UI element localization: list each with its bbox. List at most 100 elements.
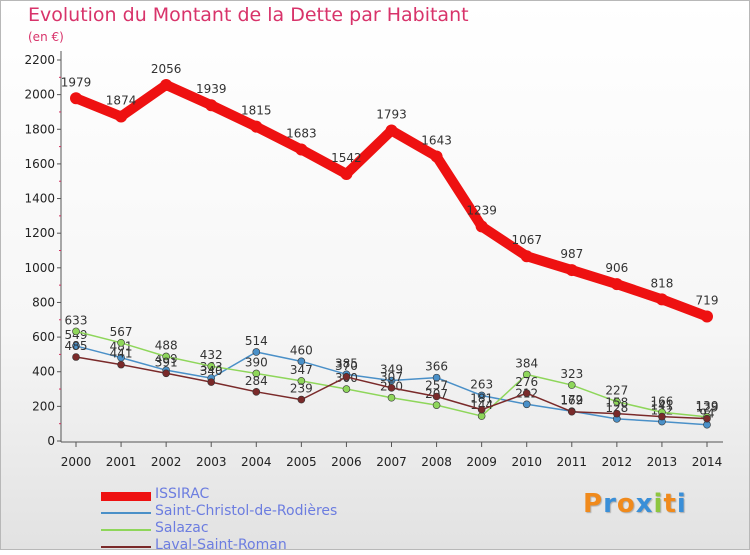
data-point [115, 110, 128, 123]
data-point [250, 120, 263, 133]
data-label: 1979 [61, 75, 92, 89]
legend-label: ISSIRAC [155, 486, 210, 502]
data-point [610, 278, 623, 291]
data-label: 567 [110, 325, 133, 339]
series-0: 1979 1874 2056 1939 1815 1683 1542 1793 1643 1239… [61, 62, 718, 323]
data-point [567, 407, 576, 416]
data-point [207, 378, 216, 386]
legend-swatch [101, 492, 151, 501]
data-label: 391 [155, 355, 178, 369]
y-tick-label: 400 [32, 365, 55, 379]
data-point [520, 250, 533, 263]
data-point [72, 327, 80, 336]
data-point [340, 167, 353, 180]
x-tick-label: 2003 [196, 455, 227, 469]
logo-letter: o [616, 489, 636, 519]
data-point [162, 352, 170, 361]
y-tick-label: 1200 [24, 226, 55, 240]
data-label: 227 [605, 384, 628, 398]
y-tick-label: 2200 [24, 53, 55, 67]
data-label: 2056 [151, 62, 182, 76]
data-label: 1643 [421, 133, 452, 147]
x-tick-label: 2001 [106, 455, 137, 469]
data-point [160, 78, 173, 91]
data-label: 166 [650, 394, 673, 408]
data-label: 987 [560, 247, 583, 261]
x-tick-label: 2012 [602, 455, 633, 469]
y-tick-label: 800 [32, 295, 55, 309]
logo-letter: i [676, 489, 687, 519]
data-label: 141 [650, 399, 673, 413]
data-point [387, 393, 396, 402]
data-point [72, 353, 80, 361]
data-point [252, 388, 261, 396]
data-point [432, 373, 441, 382]
data-label: 906 [605, 261, 628, 275]
data-point [522, 400, 531, 409]
x-tick-label: 2014 [692, 455, 723, 469]
data-point [613, 409, 621, 418]
data-label: 347 [290, 363, 313, 377]
logo-letter: t [663, 489, 677, 519]
data-point [567, 381, 576, 389]
legend-label: Saint-Christol-de-Rodières [155, 503, 338, 519]
data-label: 340 [200, 364, 223, 378]
x-tick-label: 2000 [61, 455, 92, 469]
y-tick-label: 0 [47, 434, 55, 448]
data-point [207, 362, 216, 370]
data-point [658, 412, 666, 421]
series-1: 5494814093635144603853493662632121721281… [65, 328, 715, 429]
data-point [655, 293, 668, 306]
data-label: 129 [696, 401, 719, 415]
data-point [701, 310, 713, 323]
x-tick-label: 2009 [466, 455, 497, 469]
data-point [387, 384, 396, 392]
data-point [297, 357, 306, 366]
data-label: 257 [425, 378, 448, 392]
data-label: 818 [650, 276, 673, 290]
data-label: 366 [425, 360, 448, 374]
data-label: 514 [245, 334, 268, 348]
data-point [477, 412, 486, 420]
data-point [477, 391, 486, 400]
data-point [252, 348, 261, 356]
x-tick-label: 2002 [151, 455, 182, 469]
x-tick-label: 2006 [331, 455, 362, 469]
data-label: 276 [515, 375, 538, 389]
data-point [342, 373, 351, 381]
data-label: 139 [696, 399, 719, 413]
y-tick-label: 1000 [24, 261, 55, 275]
data-label: 181 [470, 392, 493, 406]
data-label: 384 [515, 356, 538, 370]
data-point [252, 369, 261, 378]
x-tick-label: 2010 [511, 455, 542, 469]
data-label: 1815 [241, 104, 272, 118]
data-point [613, 397, 621, 406]
x-tick-label: 2011 [557, 455, 588, 469]
data-point [297, 377, 306, 385]
data-point [522, 370, 531, 379]
data-point [117, 360, 125, 369]
data-label: 284 [245, 374, 268, 388]
data-label: 323 [560, 367, 583, 381]
legend-swatch [101, 546, 151, 548]
data-label: 1793 [376, 107, 407, 121]
data-point [477, 405, 486, 414]
data-point [117, 339, 125, 347]
data-label: 460 [290, 343, 313, 357]
data-label: 1939 [196, 82, 227, 96]
data-label: 488 [155, 338, 178, 352]
data-point [430, 150, 443, 163]
data-label: 633 [65, 313, 88, 327]
data-point [703, 414, 711, 423]
data-label: 432 [200, 348, 223, 362]
data-label: 158 [605, 396, 628, 410]
legend-swatch [101, 529, 151, 531]
legend-label: Laval-Saint-Roman [155, 537, 287, 553]
logo-letter: x [635, 489, 654, 519]
data-label: 1067 [511, 233, 542, 247]
data-label: 385 [335, 356, 358, 370]
